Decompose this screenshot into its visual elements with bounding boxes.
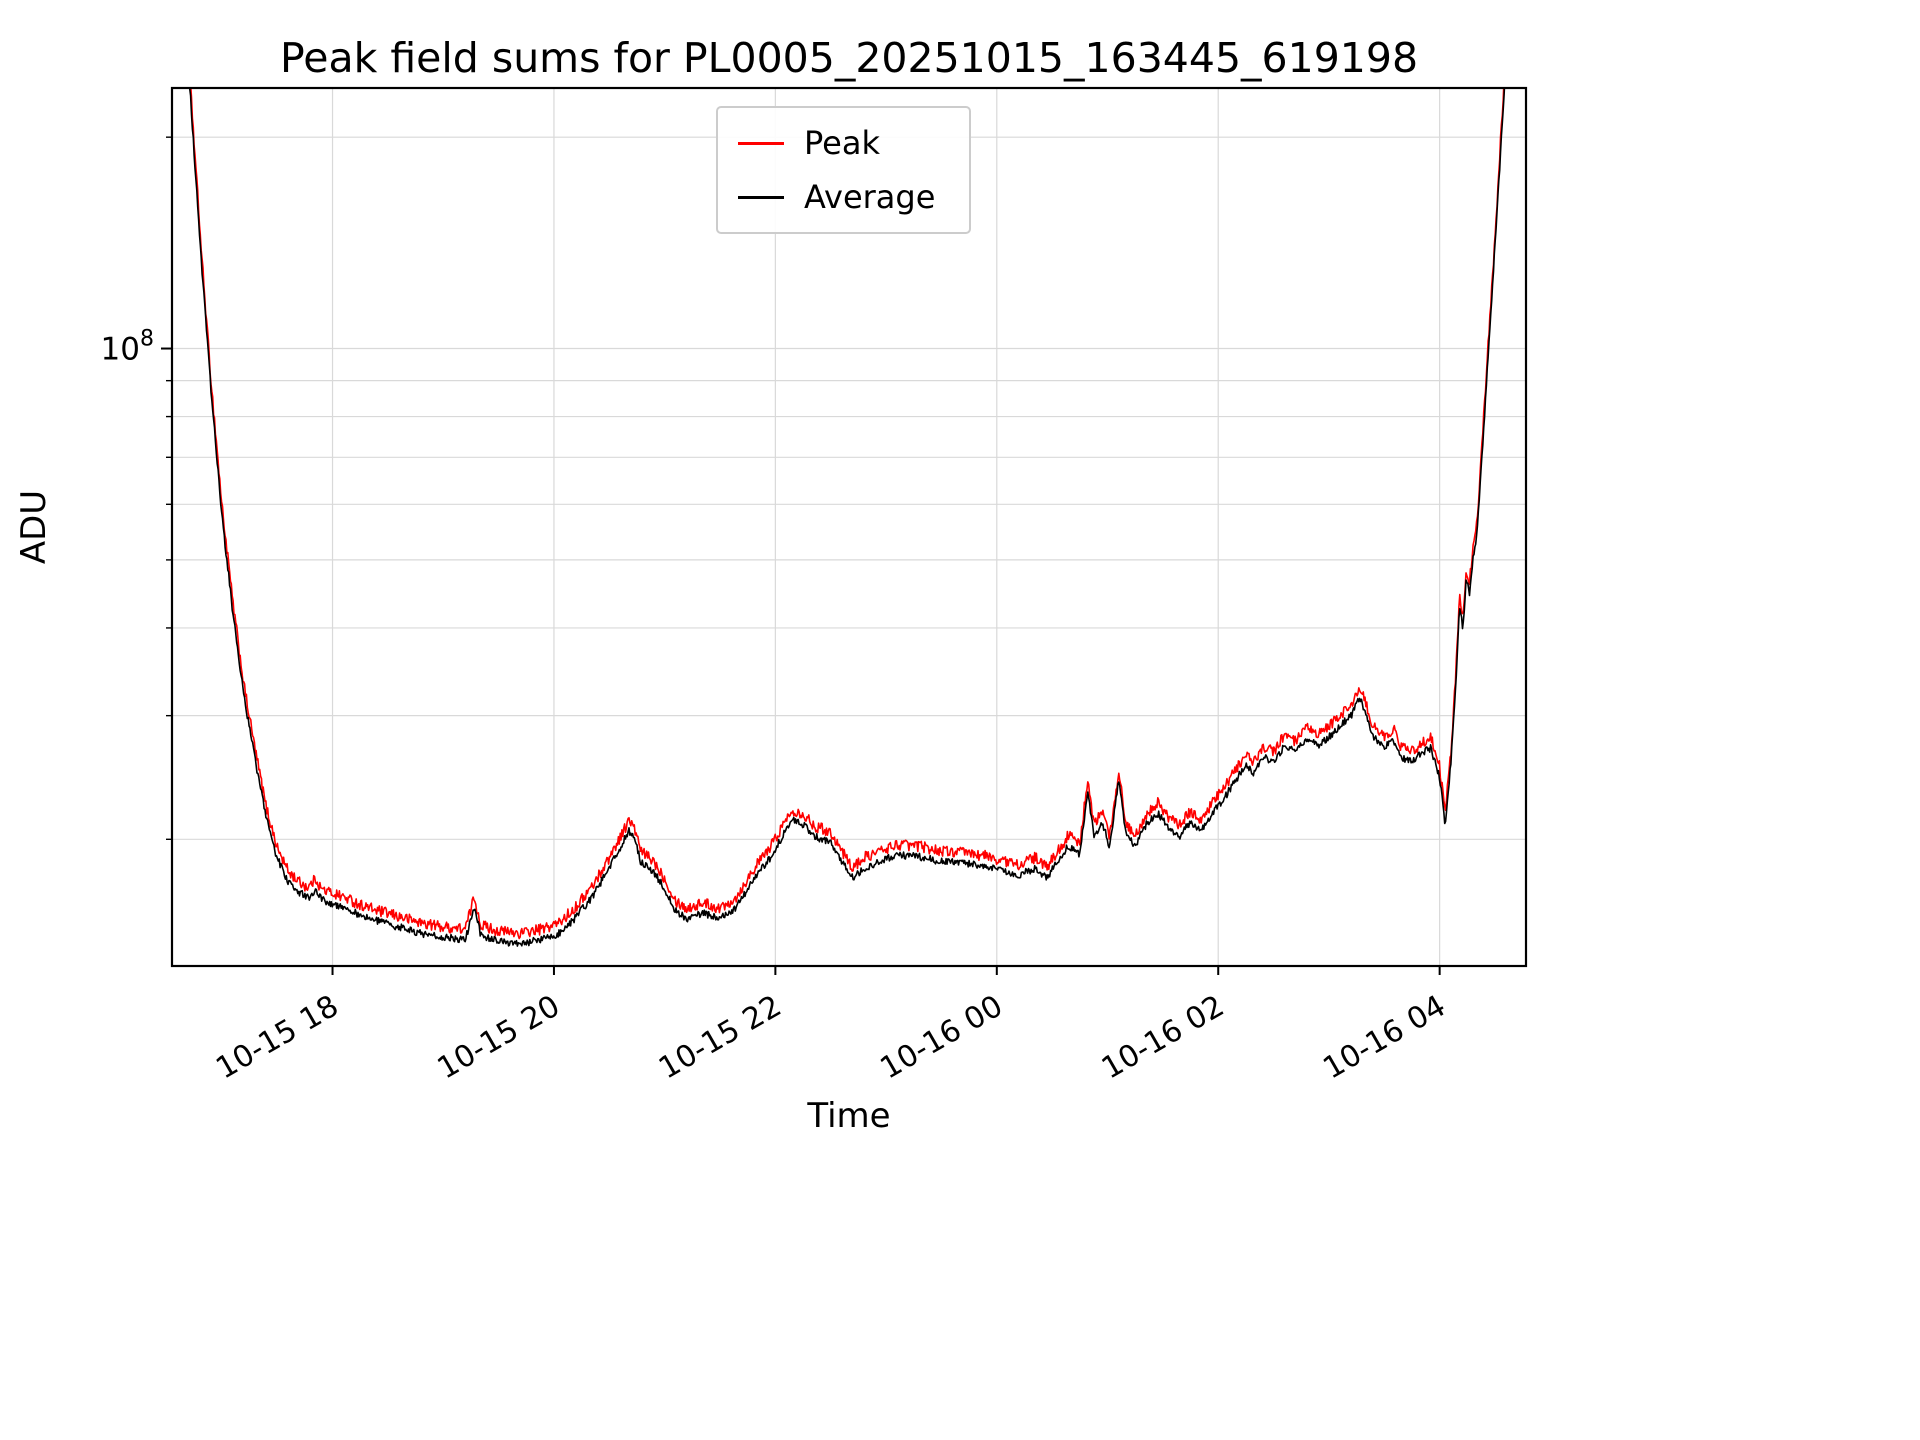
- y-axis-label: ADU: [14, 489, 54, 565]
- y-tick-label: 108: [101, 327, 154, 368]
- legend: Peak Average: [716, 106, 972, 234]
- tick-marks: [161, 136, 1441, 975]
- legend-label-average: Average: [804, 178, 936, 216]
- average-series-line: [188, 88, 1506, 947]
- x-axis-label: Time: [807, 1096, 891, 1136]
- chart-title: Peak field sums for PL0005_20251015_1634…: [279, 34, 1419, 82]
- axes-frame: [170, 86, 1528, 968]
- x-tick-label: 10-16 04: [1317, 989, 1451, 1087]
- legend-entry-peak: Peak: [738, 124, 935, 162]
- series-lines: [188, 88, 1506, 947]
- x-tick-label: 10-15 18: [210, 989, 344, 1087]
- x-tick-label: 10-16 02: [1096, 989, 1230, 1087]
- x-tick-label: 10-15 20: [432, 989, 566, 1087]
- average-line-swatch: [738, 195, 784, 199]
- legend-label-peak: Peak: [804, 124, 880, 162]
- x-tick-label: 10-16 00: [874, 989, 1008, 1087]
- peak-line-swatch: [738, 141, 784, 145]
- legend-entry-average: Average: [738, 178, 935, 216]
- x-tick-label: 10-15 22: [653, 989, 787, 1087]
- peak-series-line: [190, 88, 1505, 940]
